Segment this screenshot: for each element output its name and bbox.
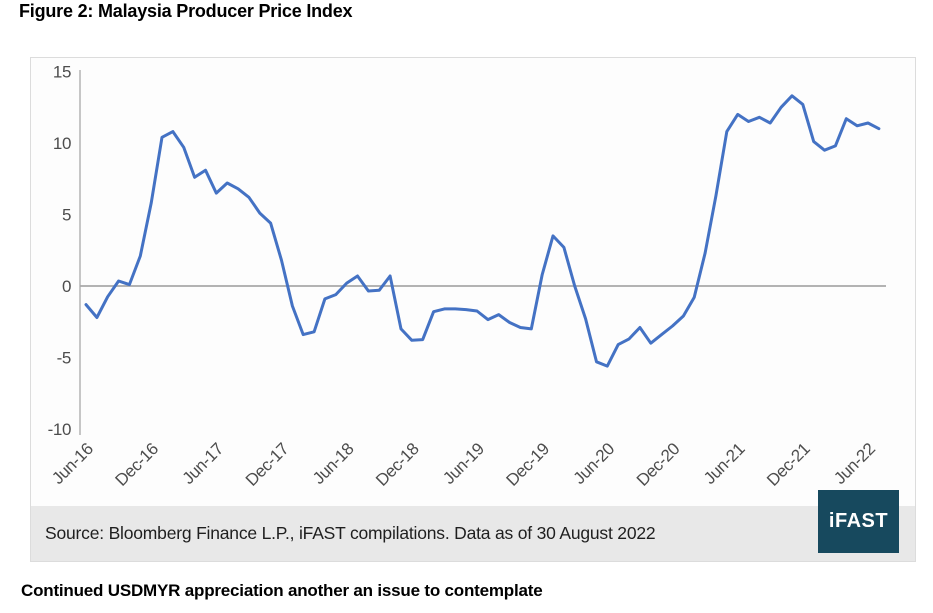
svg-text:Dec-20: Dec-20 [633, 439, 683, 489]
source-band: Source: Bloomberg Finance L.P., iFAST co… [31, 506, 915, 561]
ifast-logo-text: iFAST [828, 510, 889, 532]
svg-text:10: 10 [53, 134, 71, 153]
svg-text:Dec-21: Dec-21 [763, 439, 813, 489]
svg-text:Dec-18: Dec-18 [372, 439, 422, 489]
x-axis-labels: Jun-16 Dec-16 Jun-17 Dec-17 Jun-18 Dec-18 Jun-… [48, 439, 879, 489]
footer-heading: Continued USDMYR appreciation another an… [21, 581, 543, 600]
svg-text:-10: -10 [48, 420, 71, 439]
chart-frame: 15 10 5 0 -5 -10 Jun-16 Dec-16 Jun-17 Dec-17 Jun-1… [30, 57, 916, 562]
svg-text:0: 0 [62, 277, 71, 296]
svg-text:Dec-16: Dec-16 [112, 439, 162, 489]
svg-text:Dec-17: Dec-17 [242, 439, 292, 489]
svg-text:Jun-20: Jun-20 [570, 439, 619, 488]
ifast-logo: iFAST [818, 490, 899, 553]
svg-text:-5: -5 [57, 349, 71, 368]
svg-text:5: 5 [62, 206, 71, 225]
svg-text:15: 15 [53, 63, 71, 82]
svg-text:Jun-18: Jun-18 [309, 439, 358, 488]
source-text: Source: Bloomberg Finance L.P., iFAST co… [45, 523, 656, 543]
svg-text:Dec-19: Dec-19 [503, 439, 553, 489]
ppi-series-line [84, 94, 881, 368]
svg-text:Jun-21: Jun-21 [700, 439, 749, 488]
svg-text:Jun-17: Jun-17 [179, 439, 228, 488]
svg-text:Jun-22: Jun-22 [830, 439, 879, 488]
svg-text:Jun-16: Jun-16 [48, 439, 97, 488]
figure-title: Figure 2: Malaysia Producer Price Index [19, 1, 353, 21]
svg-text:Jun-19: Jun-19 [439, 439, 488, 488]
y-axis-labels: 15 10 5 0 -5 -10 [48, 63, 72, 440]
